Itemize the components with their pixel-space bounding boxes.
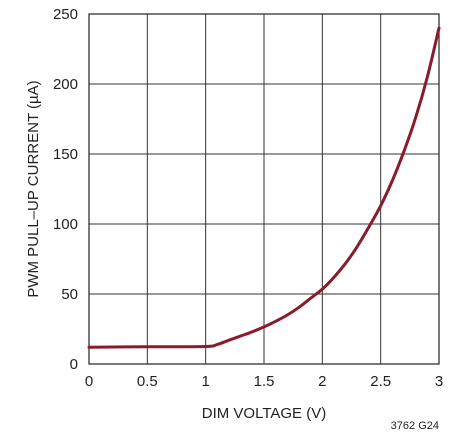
figure-code-annotation: 3762 G24 [391,420,439,432]
y-tick-label: 50 [61,286,78,303]
plot-frame [88,13,440,365]
x-tick-label: 2 [318,373,326,390]
x-axis-label: DIM VOLTAGE (V) [202,405,326,422]
y-tick-labels: 0 50 100 150 200 250 [53,6,78,373]
y-tick-label: 0 [70,356,78,373]
series-line [87,26,441,349]
x-tick-labels: 0 0.5 1 1.5 2 2.5 3 [85,373,443,390]
y-tick-label: 100 [53,216,78,233]
y-tick-label: 150 [53,146,78,163]
x-tick-label: 2.5 [370,373,391,390]
series-lines [87,26,441,349]
grid [88,13,440,365]
y-tick-label: 250 [53,6,78,23]
x-tick-label: 3 [435,373,443,390]
x-tick-label: 0.5 [137,373,158,390]
x-tick-label: 1.5 [254,373,275,390]
y-tick-label: 200 [53,76,78,93]
x-tick-label: 1 [201,373,209,390]
x-tick-label: 0 [85,373,93,390]
y-axis-label: PWM PULL–UP CURRENT (µA) [25,80,42,297]
